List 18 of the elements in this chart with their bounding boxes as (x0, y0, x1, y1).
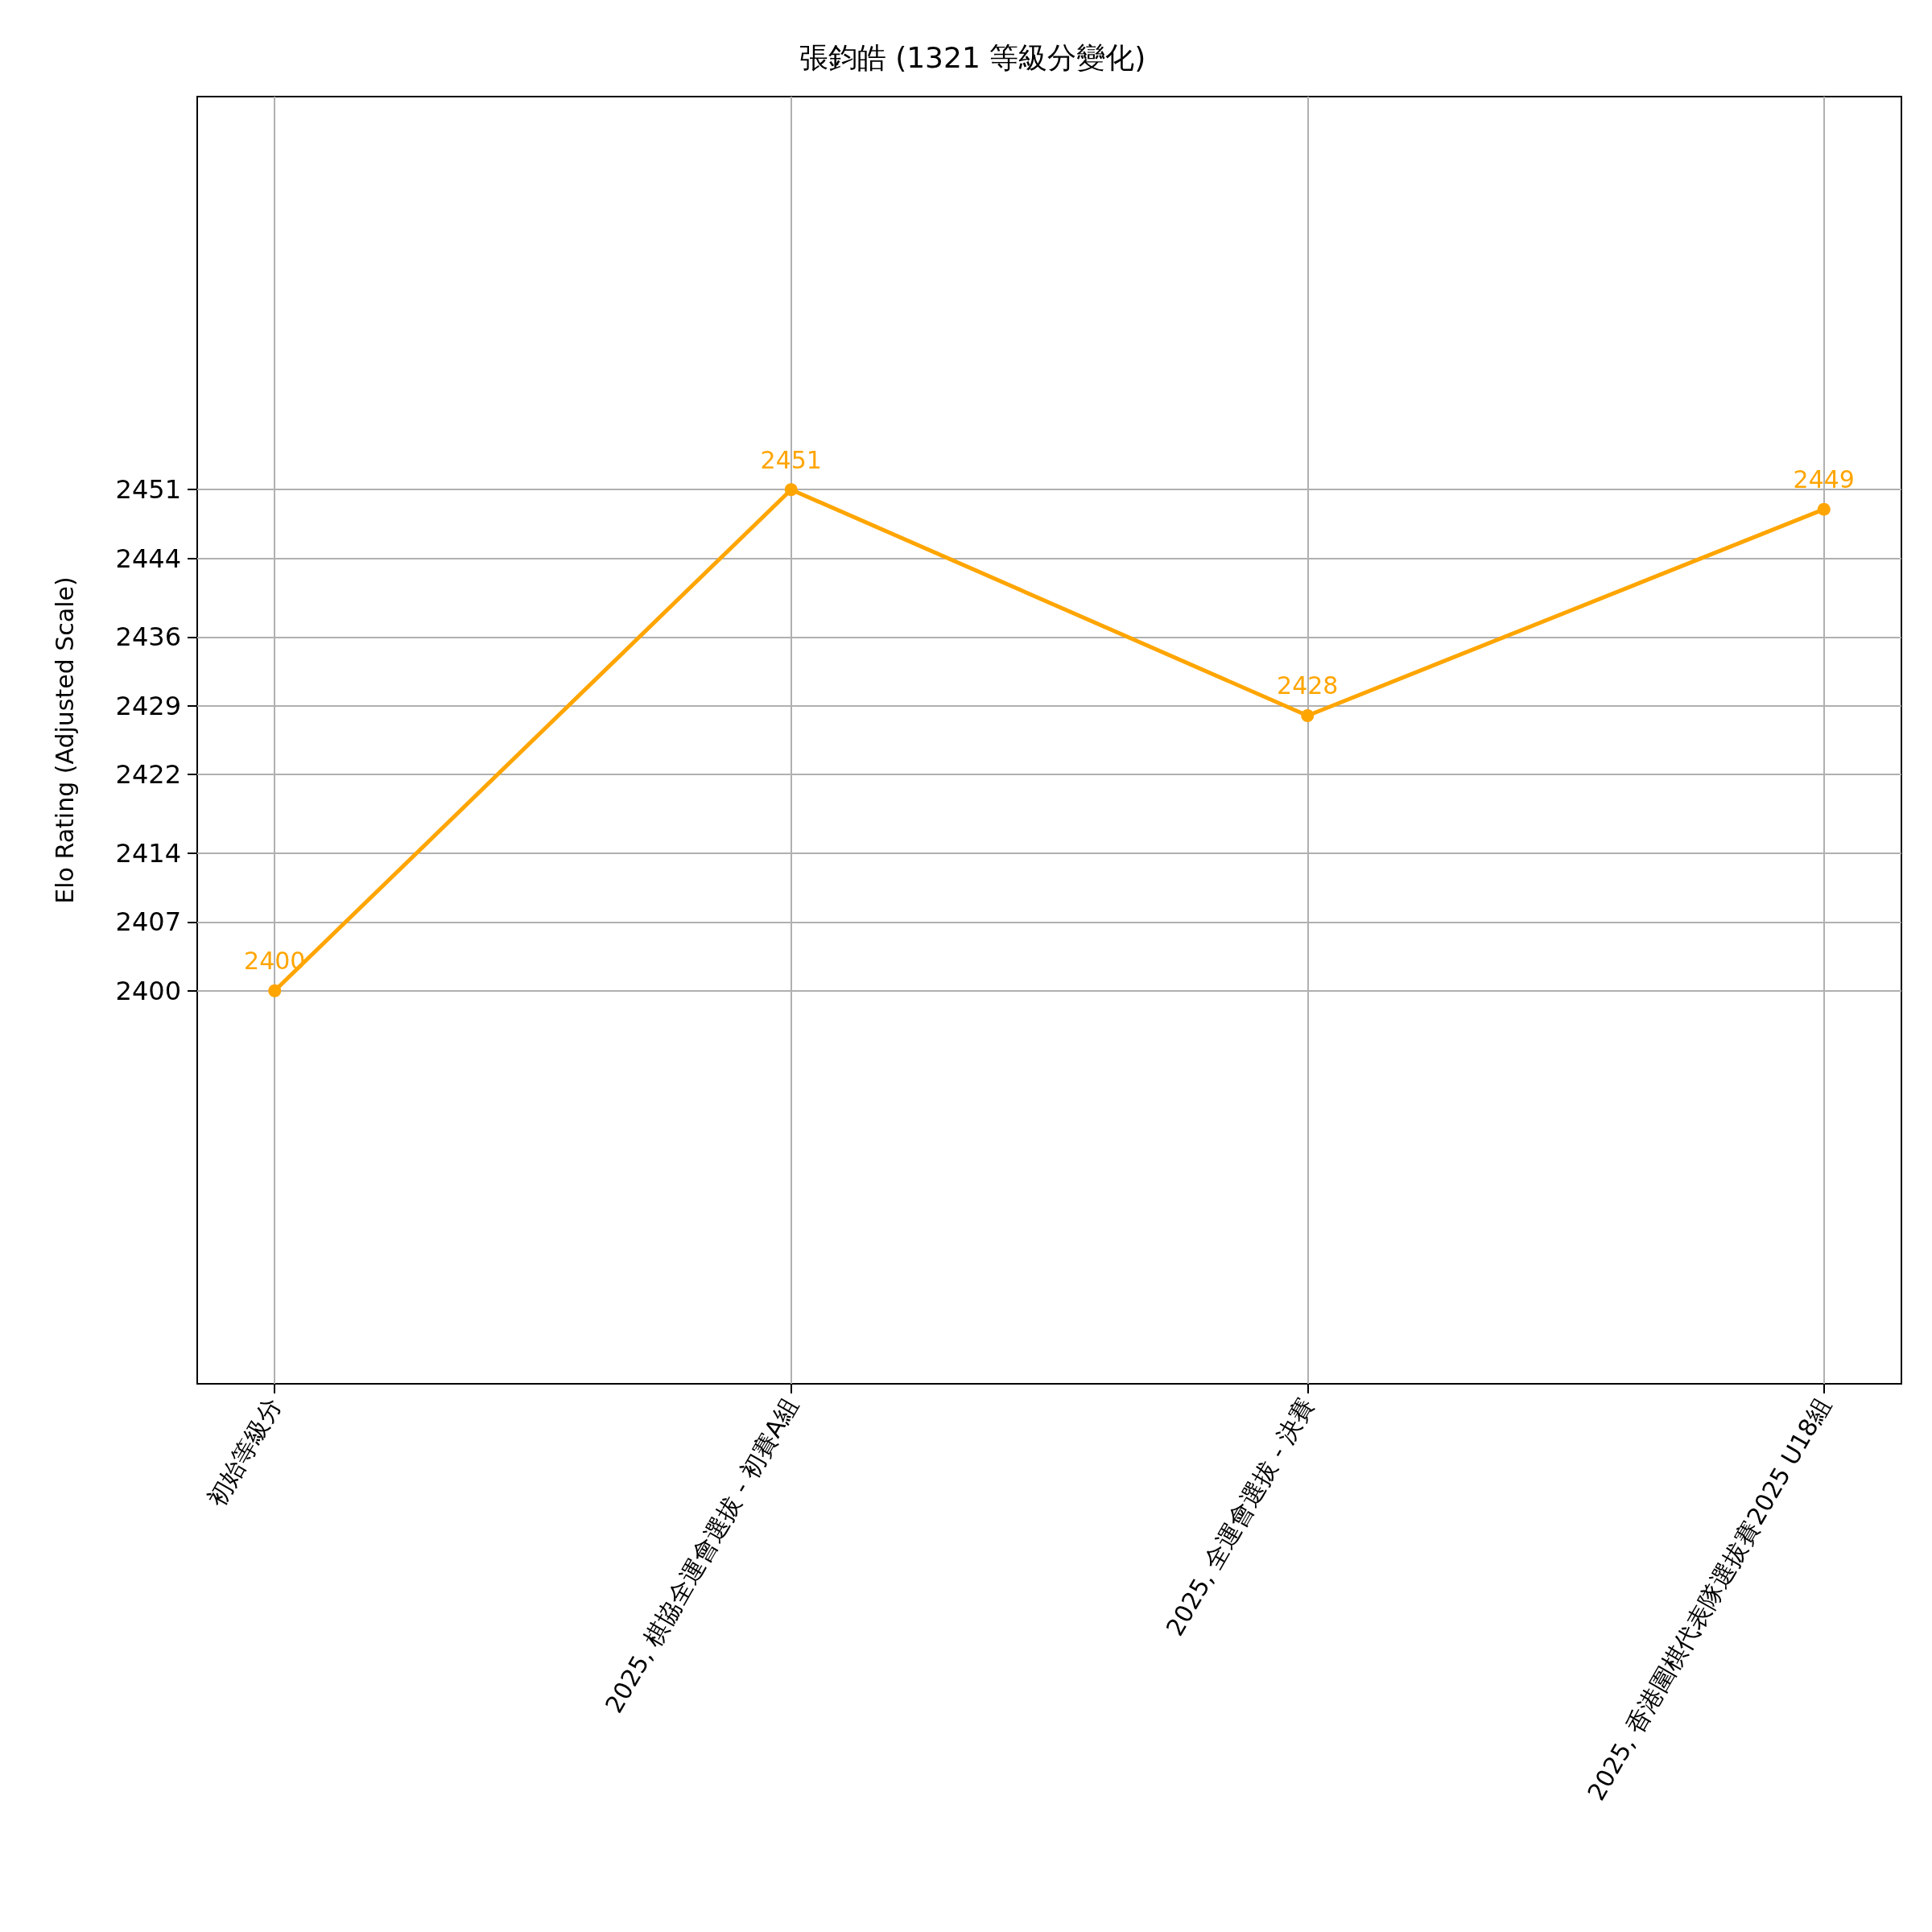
y-tick-label: 2414 (115, 837, 181, 869)
point (268, 984, 282, 997)
y-tick-label: 2436 (115, 621, 181, 653)
y-tick-label: 2429 (115, 690, 181, 721)
y-tick-label: 2444 (115, 543, 181, 574)
y-axis-title: Elo Rating (Adjusted Scale) (50, 576, 79, 904)
data-label: 2449 (1793, 465, 1855, 494)
point (784, 483, 798, 497)
y-tick-label: 2422 (115, 759, 181, 791)
x-tick-label: 初始等級分 (202, 1393, 287, 1512)
data-label: 2451 (760, 445, 822, 474)
data-label: 2428 (1277, 671, 1339, 700)
y-tick-label: 2451 (115, 474, 181, 506)
y-tick-label: 2407 (115, 906, 181, 938)
y-tick-label: 2400 (115, 975, 181, 1006)
point (1817, 502, 1831, 516)
point (1301, 708, 1315, 722)
chart-title: 張鈞皓 (1321 等級分變化) (799, 40, 1146, 74)
